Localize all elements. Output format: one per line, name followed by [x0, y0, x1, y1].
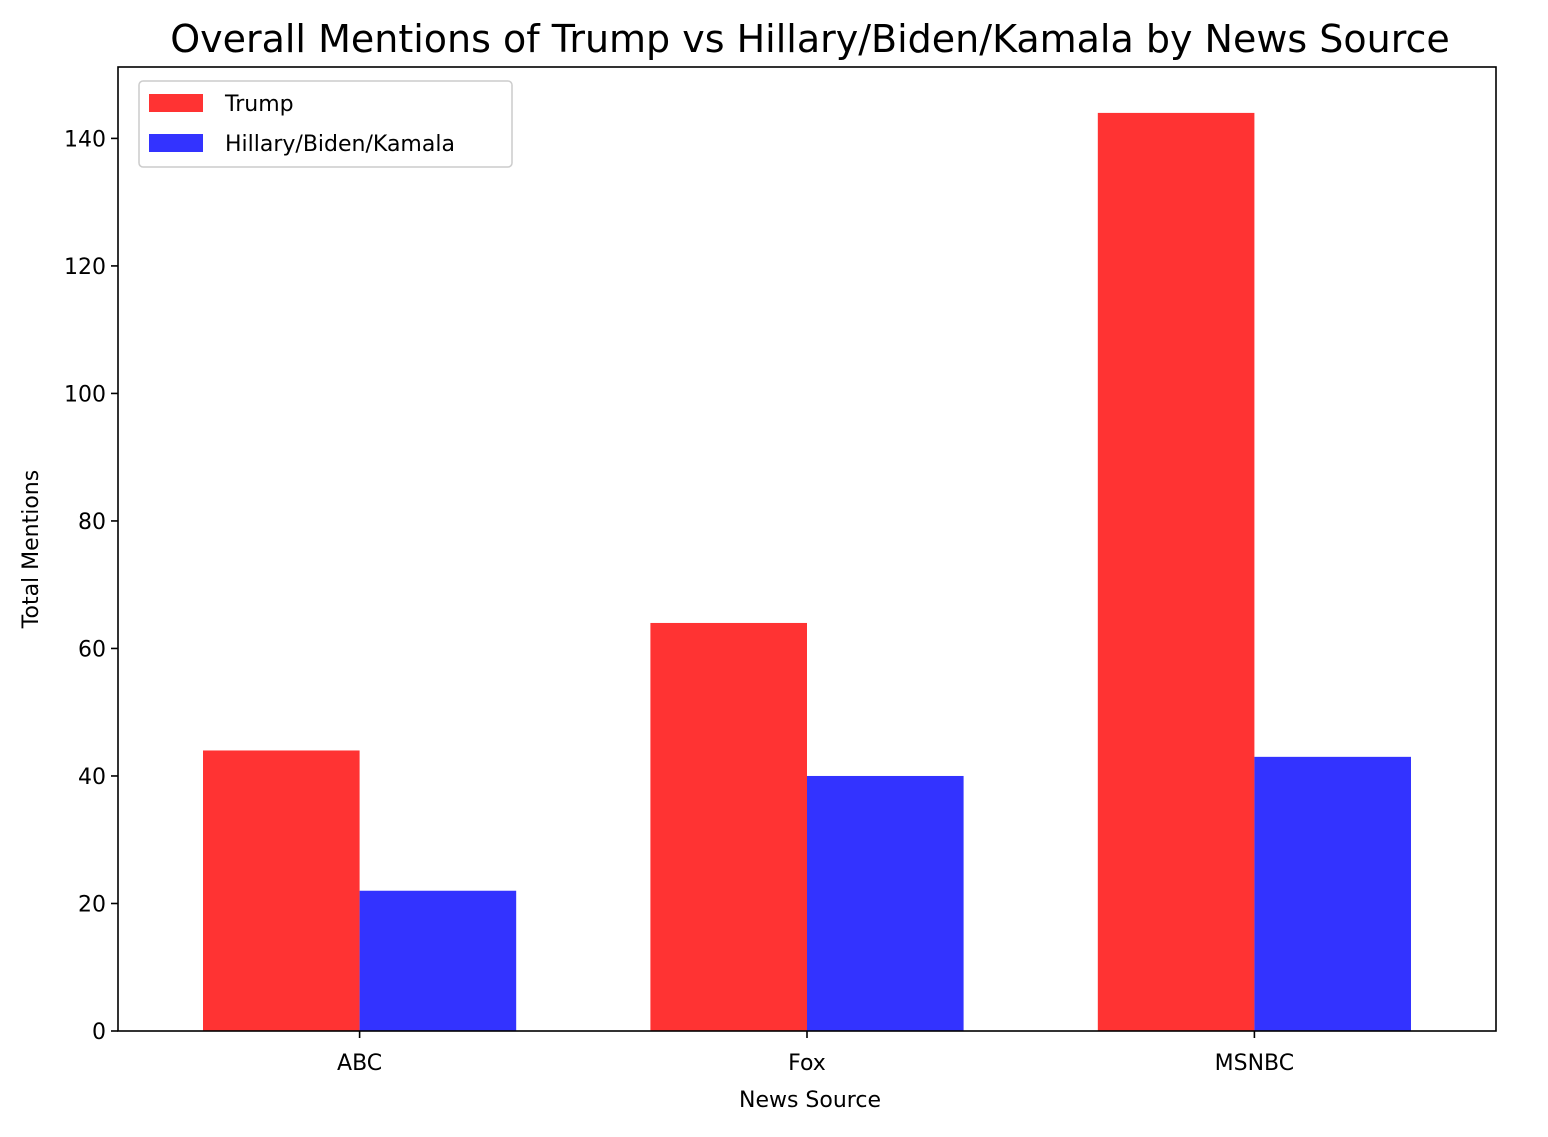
legend-label-hillary-biden-kamala: Hillary/Biden/Kamala [225, 132, 455, 157]
x-axis-label: News Source [739, 1088, 881, 1113]
x-tick-label-msnbc: MSNBC [1215, 1051, 1294, 1076]
bar-trump-msnbc [1097, 112, 1255, 1031]
bar-hillary-biden-kamala-fox [807, 775, 964, 1031]
y-tick-label: 40 [78, 765, 106, 790]
legend: Trump Hillary/Biden/Kamala [138, 80, 513, 168]
y-axis-ticks: 0 20 40 60 80 100 120 140 [64, 127, 118, 1045]
y-tick-label: 0 [92, 1020, 106, 1045]
y-tick-label: 80 [78, 510, 106, 535]
chart-title: Overall Mentions of Trump vs Hillary/Bid… [170, 17, 1450, 61]
legend-label-trump: Trump [224, 92, 294, 117]
bar-hillary-biden-kamala-msnbc [1254, 756, 1411, 1031]
bar-trump-abc [203, 750, 360, 1031]
y-tick-label: 100 [64, 382, 106, 407]
legend-frame [138, 80, 513, 168]
legend-swatch-hillary-biden-kamala [149, 134, 203, 152]
y-tick-label: 140 [64, 127, 106, 152]
x-tick-label-abc: ABC [337, 1051, 382, 1076]
bar-trump-fox [650, 622, 807, 1031]
bar-hillary-biden-kamala-abc [359, 890, 517, 1031]
x-tick-label-fox: Fox [788, 1051, 826, 1076]
legend-swatch-trump [149, 94, 203, 112]
bars-layer [203, 112, 1411, 1031]
y-tick-label: 120 [64, 255, 106, 280]
x-axis-ticks: ABC Fox MSNBC [337, 1031, 1294, 1076]
y-tick-label: 20 [78, 892, 106, 917]
plot-frame [117, 66, 1497, 1032]
y-axis-label: Total Mentions [19, 470, 44, 629]
y-tick-label: 60 [78, 637, 106, 662]
